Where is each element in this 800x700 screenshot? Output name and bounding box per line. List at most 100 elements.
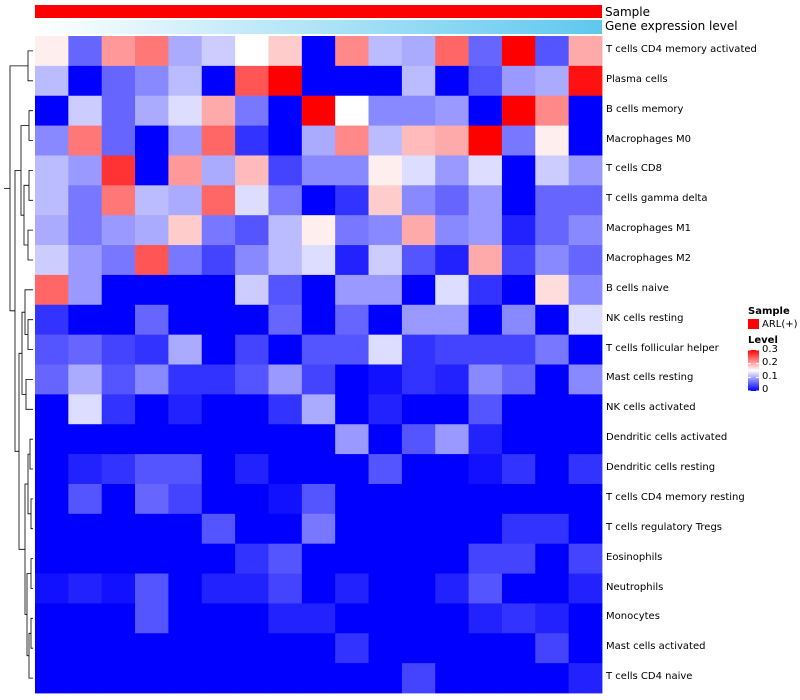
- heatmap-cell: [235, 663, 269, 694]
- heatmap-cell: [435, 483, 469, 515]
- heatmap-cell: [401, 65, 436, 97]
- row-label: Plasma cells: [606, 73, 668, 85]
- heatmap-cell: [368, 36, 403, 67]
- heatmap-cell: [135, 65, 169, 97]
- heatmap-cell: [401, 95, 436, 126]
- heatmap-cell: [401, 125, 436, 156]
- heatmap-cell: [268, 663, 303, 694]
- heatmap-cell: [201, 364, 236, 395]
- row-label: T cells CD4 memory resting: [606, 491, 745, 503]
- heatmap-cell: [35, 125, 69, 156]
- heatmap-cell: [268, 185, 303, 216]
- heatmap-cell: [35, 454, 69, 485]
- heatmap-cell: [201, 663, 236, 694]
- heatmap-cell: [168, 364, 203, 395]
- heatmap-cell: [268, 334, 303, 365]
- heatmap-cell: [68, 36, 103, 67]
- heatmap-cell: [201, 125, 236, 156]
- heatmap-cell: [35, 65, 69, 97]
- heatmap-cell: [235, 424, 269, 455]
- heatmap-cell: [501, 513, 536, 545]
- legend-level-title: Level: [748, 335, 778, 346]
- heatmap-cell: [101, 424, 136, 455]
- heatmap-cell: [501, 543, 536, 574]
- heatmap-cell: [301, 603, 336, 634]
- heatmap-cell: [101, 573, 136, 604]
- heatmap-cell: [135, 663, 169, 694]
- heatmap-cell: [168, 394, 203, 425]
- heatmap-cell: [235, 245, 269, 276]
- heatmap-cell: [68, 274, 103, 306]
- heatmap-cell: [335, 543, 369, 574]
- heatmap-cell: [235, 573, 269, 604]
- heatmap-cell: [468, 334, 503, 365]
- heatmap-cell: [568, 633, 603, 664]
- heatmap-cell: [535, 36, 570, 67]
- heatmap-cell: [501, 424, 536, 455]
- heatmap-cell: [468, 663, 503, 694]
- heatmap-cell: [468, 155, 503, 186]
- heatmap-cell: [35, 663, 69, 694]
- heatmap-cell: [135, 185, 169, 216]
- heatmap-cell: [35, 185, 69, 216]
- heatmap-cell: [101, 304, 136, 336]
- heatmap-cell: [335, 334, 369, 365]
- heatmap-cell: [235, 215, 269, 246]
- dendrogram-branch: [9, 65, 28, 312]
- row-label: Monocytes: [606, 611, 660, 623]
- heatmap-cell: [301, 245, 336, 276]
- heatmap-cell: [368, 65, 403, 97]
- heatmap-cell: [235, 125, 269, 156]
- heatmap-cell: [68, 633, 103, 664]
- heatmap-cell: [268, 95, 303, 126]
- heatmap-cell: [535, 394, 570, 425]
- heatmap-cell: [435, 95, 469, 126]
- heatmap-cell: [168, 245, 203, 276]
- heatmap-cell: [435, 245, 469, 276]
- heatmap-cell: [168, 483, 203, 515]
- heatmap-cell: [501, 394, 536, 425]
- heatmap-cell: [468, 215, 503, 246]
- heatmap-cell: [301, 304, 336, 336]
- heatmap-cell: [301, 424, 336, 455]
- heatmap-cell: [168, 513, 203, 545]
- heatmap-cell: [468, 394, 503, 425]
- heatmap-cell: [368, 334, 403, 365]
- heatmap-cell: [401, 245, 436, 276]
- heatmap-cell: [335, 274, 369, 306]
- heatmap-cell: [435, 543, 469, 574]
- heatmap-cell: [68, 573, 103, 604]
- heatmap-cell: [101, 65, 136, 97]
- heatmap-cell: [568, 155, 603, 186]
- sample-annotation-bar: [35, 5, 602, 18]
- heatmap-cell: [368, 513, 403, 545]
- heatmap-cell: [268, 65, 303, 97]
- heatmap-cell: [468, 274, 503, 306]
- heatmap-cell: [535, 155, 570, 186]
- heatmap-cell: [68, 483, 103, 515]
- heatmap-cell: [401, 334, 436, 365]
- heatmap-cell: [435, 424, 469, 455]
- heatmap-cell: [435, 155, 469, 186]
- heatmap-cell: [35, 245, 69, 276]
- heatmap-cell: [368, 125, 403, 156]
- heatmap-cell: [368, 95, 403, 126]
- heatmap-cell: [201, 95, 236, 126]
- heatmap-cell: [68, 513, 103, 545]
- heatmap-cell: [335, 454, 369, 485]
- legend-tick-label: 0.3: [762, 344, 778, 355]
- heatmap-cell: [501, 215, 536, 246]
- heatmap-cell: [568, 513, 603, 545]
- heatmap-cell: [168, 125, 203, 156]
- heatmap-cell: [135, 603, 169, 634]
- heatmap-cell: [468, 185, 503, 216]
- heatmap-cell: [101, 185, 136, 216]
- heatmap-cell: [535, 245, 570, 276]
- heatmap-cell: [235, 513, 269, 545]
- heatmap-cell: [168, 65, 203, 97]
- heatmap-cell: [435, 364, 469, 395]
- heatmap-cell: [401, 424, 436, 455]
- heatmap-cell: [535, 603, 570, 634]
- heatmap-cell: [501, 95, 536, 126]
- heatmap-cell: [401, 36, 436, 67]
